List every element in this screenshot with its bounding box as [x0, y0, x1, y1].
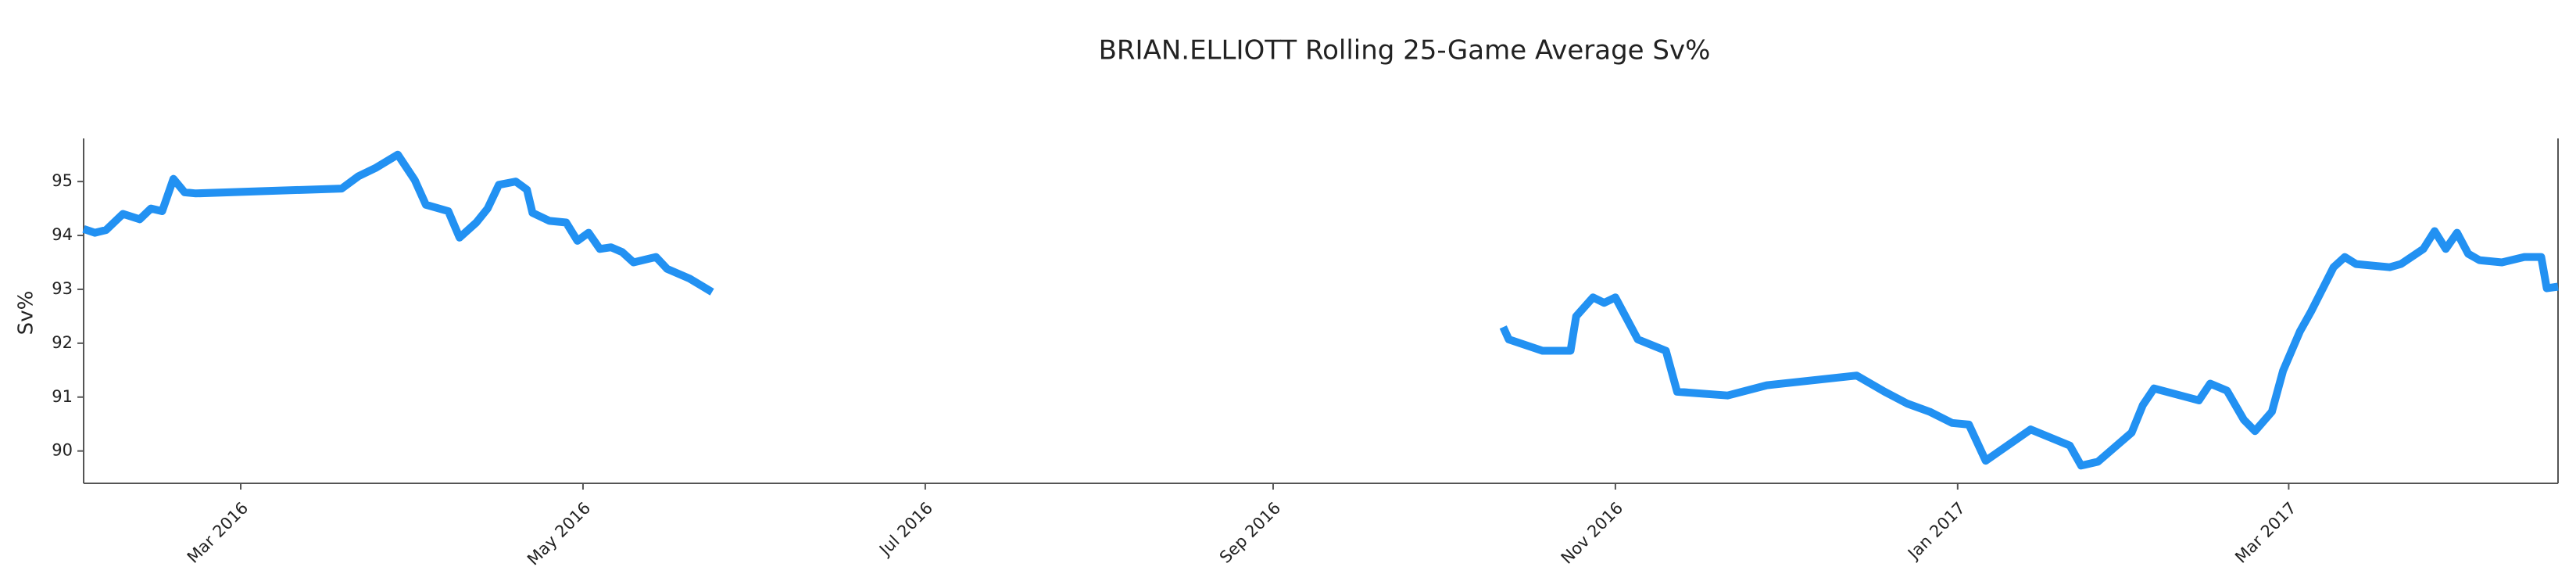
x-tick-label: Nov 2016: [1558, 498, 1626, 567]
y-tick-label: 95: [52, 171, 73, 190]
x-tick-label: Jan 2017: [1903, 498, 1969, 564]
y-tick-label: 92: [52, 333, 73, 352]
y-axis-label: Sv%: [15, 291, 38, 336]
y-tick-label: 91: [52, 387, 73, 406]
x-tick-label: Mar 2017: [2231, 498, 2300, 567]
y-tick-label: 94: [52, 225, 73, 244]
y-tick-label: 90: [52, 441, 73, 460]
x-tick-label: Sep 2016: [1216, 498, 1284, 566]
data-line: [82, 150, 2559, 470]
x-tick-label: Jul 2016: [875, 498, 936, 560]
y-tick-label: 93: [52, 279, 73, 298]
x-tick-label: Mar 2016: [184, 498, 252, 567]
chart-title: BRIAN.ELLIOTT Rolling 25-Game Average Sv…: [1099, 35, 1711, 66]
x-tick-label: May 2016: [524, 498, 594, 569]
